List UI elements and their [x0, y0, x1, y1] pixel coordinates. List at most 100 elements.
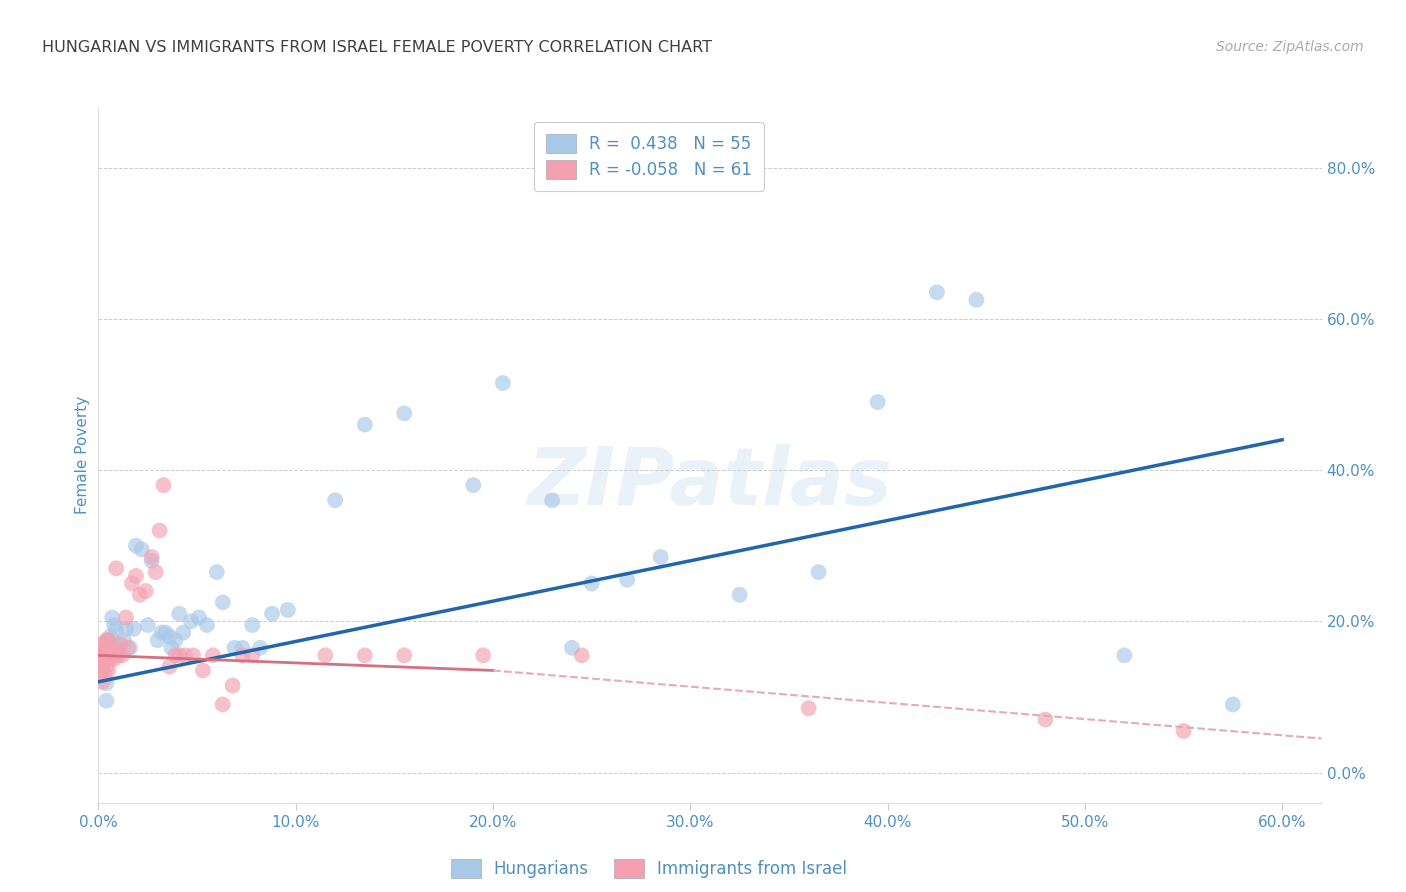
- Point: [221, 679, 243, 693]
- Point: [105, 646, 128, 660]
- Text: HUNGARIAN VS IMMIGRANTS FROM ISRAEL FEMALE POVERTY CORRELATION CHART: HUNGARIAN VS IMMIGRANTS FROM ISRAEL FEMA…: [42, 40, 713, 55]
- Point: [91, 648, 114, 663]
- Point: [96, 648, 118, 663]
- Point: [191, 664, 214, 678]
- Point: [101, 648, 124, 663]
- Point: [169, 607, 191, 621]
- Y-axis label: Female Poverty: Female Poverty: [75, 396, 90, 514]
- Point: [152, 478, 174, 492]
- Point: [150, 625, 173, 640]
- Point: [91, 674, 114, 689]
- Point: [117, 640, 139, 655]
- Point: [101, 610, 124, 624]
- Point: [174, 648, 197, 663]
- Point: [159, 659, 181, 673]
- Point: [135, 584, 157, 599]
- Point: [866, 395, 889, 409]
- Text: Source: ZipAtlas.com: Source: ZipAtlas.com: [1216, 40, 1364, 54]
- Point: [561, 640, 583, 655]
- Point: [797, 701, 820, 715]
- Point: [93, 656, 115, 670]
- Point: [172, 625, 194, 640]
- Point: [211, 698, 233, 712]
- Point: [125, 569, 148, 583]
- Point: [93, 667, 115, 681]
- Point: [107, 648, 129, 663]
- Point: [93, 648, 115, 663]
- Point: [98, 640, 121, 655]
- Point: [231, 648, 253, 663]
- Point: [89, 656, 111, 670]
- Point: [211, 595, 233, 609]
- Point: [96, 633, 118, 648]
- Point: [277, 603, 299, 617]
- Point: [112, 633, 135, 648]
- Point: [181, 648, 204, 663]
- Point: [159, 629, 181, 643]
- Point: [581, 576, 603, 591]
- Point: [125, 539, 148, 553]
- Text: ZIPatlas: ZIPatlas: [527, 443, 893, 522]
- Point: [650, 549, 672, 564]
- Point: [91, 637, 114, 651]
- Point: [925, 285, 948, 300]
- Point: [105, 561, 128, 575]
- Point: [145, 565, 167, 579]
- Point: [93, 640, 115, 655]
- Point: [122, 622, 145, 636]
- Point: [224, 640, 246, 655]
- Point: [108, 637, 131, 651]
- Point: [115, 610, 138, 624]
- Point: [97, 633, 120, 648]
- Point: [96, 676, 118, 690]
- Point: [616, 573, 638, 587]
- Point: [136, 618, 159, 632]
- Point: [89, 664, 111, 678]
- Point: [103, 618, 125, 632]
- Point: [146, 633, 169, 648]
- Point: [98, 652, 121, 666]
- Point: [101, 644, 124, 658]
- Point: [105, 622, 128, 636]
- Point: [807, 565, 830, 579]
- Point: [97, 640, 120, 655]
- Point: [463, 478, 485, 492]
- Point: [96, 640, 118, 655]
- Point: [103, 644, 125, 658]
- Point: [108, 639, 131, 653]
- Point: [131, 542, 153, 557]
- Point: [472, 648, 495, 663]
- Point: [231, 640, 253, 655]
- Point: [91, 656, 114, 670]
- Point: [141, 554, 163, 568]
- Point: [541, 493, 564, 508]
- Point: [392, 406, 416, 420]
- Point: [165, 633, 187, 648]
- Point: [188, 610, 211, 624]
- Point: [97, 633, 120, 648]
- Point: [240, 648, 263, 663]
- Point: [97, 652, 120, 666]
- Point: [98, 629, 121, 643]
- Point: [195, 618, 218, 632]
- Point: [111, 648, 134, 663]
- Point: [240, 618, 263, 632]
- Point: [728, 588, 751, 602]
- Point: [103, 652, 125, 666]
- Point: [96, 694, 118, 708]
- Point: [205, 565, 228, 579]
- Point: [98, 644, 121, 658]
- Point: [91, 648, 114, 663]
- Point: [96, 659, 118, 673]
- Point: [107, 640, 129, 655]
- Point: [571, 648, 593, 663]
- Point: [169, 648, 191, 663]
- Legend: Hungarians, Immigrants from Israel: Hungarians, Immigrants from Israel: [444, 853, 853, 885]
- Point: [323, 493, 346, 508]
- Point: [1035, 713, 1057, 727]
- Point: [353, 417, 375, 432]
- Point: [249, 640, 271, 655]
- Point: [353, 648, 375, 663]
- Point: [1114, 648, 1136, 663]
- Point: [115, 622, 138, 636]
